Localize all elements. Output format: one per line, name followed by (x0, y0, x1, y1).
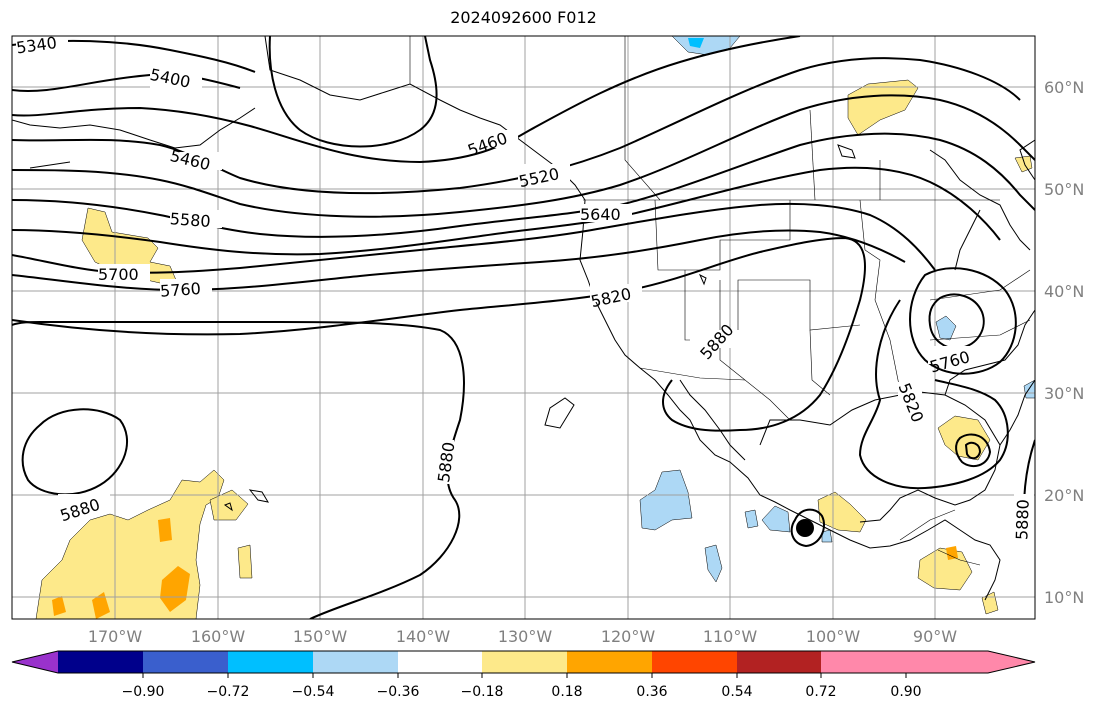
lon-label: 160°W (191, 627, 246, 646)
lat-label: 10°N (1044, 588, 1084, 607)
contour-label: 5640 (580, 205, 621, 224)
colorbar-tick-label: 0.72 (805, 684, 836, 700)
lon-label: 110°W (703, 627, 758, 646)
strong-positive-anomaly-shading (52, 518, 958, 619)
colorbar-extend-high (906, 651, 1035, 673)
lat-label: 40°N (1044, 282, 1084, 301)
islands (223, 144, 856, 512)
strong-negative-anomaly-shading (688, 38, 704, 48)
contour-label: 5880 (1012, 499, 1032, 540)
latitude-labels: 60°N 50°N 40°N 30°N 20°N 10°N (1044, 78, 1084, 607)
contour-label: 5580 (169, 209, 211, 231)
colorbar-segment (821, 651, 906, 673)
lon-label: 150°W (293, 627, 348, 646)
colorbar-segment (228, 651, 313, 673)
colorbar-tick-label: −0.54 (292, 684, 335, 700)
coastlines (12, 36, 1035, 601)
colorbar-segment (737, 651, 821, 673)
colorbar-tick-label: −0.90 (122, 684, 165, 700)
colorbar-outline (11, 650, 1036, 674)
colorbar-segment (567, 651, 652, 673)
colorbar-segment (652, 651, 737, 673)
lon-label: 130°W (498, 627, 553, 646)
lat-label: 50°N (1044, 180, 1084, 199)
lat-label: 30°N (1044, 384, 1084, 403)
storm-center-marker (796, 519, 814, 537)
lon-label: 100°W (806, 627, 861, 646)
graticule (12, 36, 1035, 619)
contour-label: 5700 (98, 265, 139, 284)
map-frame (11, 35, 1036, 620)
colorbar: −0.90 −0.72 −0.54 −0.36 −0.18 0.18 0.36 … (11, 650, 1036, 700)
colorbar-segment (398, 651, 482, 673)
colorbar-tick-label: −0.18 (461, 684, 504, 700)
lon-label: 90°W (913, 627, 957, 646)
colorbar-segment (143, 651, 228, 673)
colorbar-segment (58, 651, 143, 673)
colorbar-tick-label: 0.36 (636, 684, 667, 700)
lon-label: 170°W (88, 627, 143, 646)
contour-label: 5760 (160, 279, 202, 301)
colorbar-tick-label: −0.36 (377, 684, 420, 700)
lon-label: 140°W (396, 627, 451, 646)
colorbar-segment (313, 651, 398, 673)
colorbar-segment (482, 651, 567, 673)
lat-label: 20°N (1044, 486, 1084, 505)
colorbar-tick-label: 0.90 (890, 684, 921, 700)
lon-label: 120°W (601, 627, 656, 646)
lat-label: 60°N (1044, 78, 1084, 97)
colorbar-tick-label: 0.54 (721, 684, 752, 700)
colorbar-extend-low (12, 651, 58, 673)
map-title: 2024092600 F012 (450, 8, 597, 27)
contour-label-group: 5340 5400 5460 5460 5520 5580 5640 5700 … (15, 33, 1034, 544)
longitude-labels: 170°W 160°W 150°W 140°W 130°W 120°W 110°… (88, 627, 957, 646)
negative-anomaly-shading (639, 36, 1035, 583)
political-borders (409, 36, 1031, 566)
colorbar-tick-label: −0.72 (207, 684, 250, 700)
colorbar-tick-label: 0.18 (551, 684, 582, 700)
